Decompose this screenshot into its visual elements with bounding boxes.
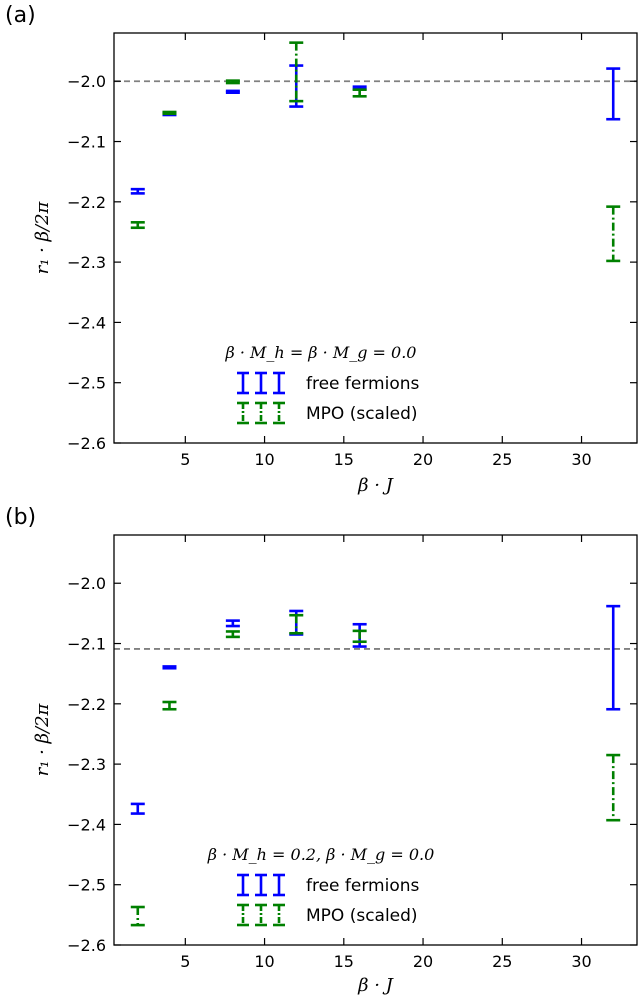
errorbar-mpo-scaled: [289, 613, 304, 635]
x-axis-label: β · J: [357, 475, 395, 496]
x-axis-label: β · J: [357, 975, 395, 995]
legend-marker: [237, 371, 286, 395]
errorbar-mpo-scaled: [352, 88, 367, 98]
legend-marker: [237, 903, 286, 927]
axes-frame: [113, 32, 638, 444]
x-tick-label: 20: [413, 450, 433, 469]
errorbar-mpo-scaled: [352, 629, 367, 644]
x-tick-label: 5: [180, 450, 190, 469]
legend-label: MPO (scaled): [306, 404, 418, 424]
x-tick-label: 30: [571, 952, 591, 971]
errorbar-mpo-scaled: [162, 110, 177, 116]
x-tick-label: 30: [571, 450, 591, 469]
y-axis-label: r₁ · β/2π: [32, 702, 53, 776]
errorbar-mpo-scaled: [606, 753, 621, 822]
errorbar-mpo-scaled: [162, 700, 177, 711]
x-tick-label: 10: [254, 952, 274, 971]
chart-panel-b: (b) 5 10 15 20 25 30 −2.6 −2.5 −2.4 −2.3 −2.2 −2.1 −2…: [5, 505, 638, 995]
panel-label: (a): [5, 3, 36, 28]
errorbar-free-fermions: [606, 604, 621, 711]
errorbar-free-fermions: [130, 802, 145, 815]
errorbar-free-fermions: [130, 187, 145, 195]
legend: β · M_h = 0.2, β · M_g = 0.0 free fermion…: [207, 845, 435, 927]
y-axis-label: r₁ · β/2π: [32, 200, 53, 274]
errorbar-mpo-scaled: [130, 221, 145, 230]
y-tick-label: −2.2: [67, 695, 106, 714]
legend-label: MPO (scaled): [306, 906, 418, 926]
x-tick-label: 5: [180, 952, 190, 971]
y-tick-label: −2.0: [67, 574, 106, 593]
legend-marker: [237, 401, 286, 425]
y-tick-label: −2.6: [67, 434, 106, 453]
errorbar-mpo-scaled: [225, 79, 240, 85]
legend-label: free fermions: [306, 374, 420, 394]
x-tick-label: 25: [492, 450, 512, 469]
errorbar-mpo-scaled: [606, 205, 621, 263]
legend: β · M_h = β · M_g = 0.0 free fermions MPO …: [225, 343, 420, 425]
axes-frame: [113, 534, 638, 946]
chart-panel-a: (a) 5 10 15 20 25 30 −2.6 −2.5 −2.4 −2.3 −2.2 −2.1 −2…: [5, 3, 638, 496]
y-tick-label: −2.3: [67, 253, 106, 272]
errorbar-free-fermions: [162, 665, 177, 670]
panel-label: (b): [5, 505, 36, 530]
y-tick-label: −2.2: [67, 193, 106, 212]
legend-marker: [237, 873, 286, 897]
x-tick-label: 25: [492, 952, 512, 971]
x-tick-label: 15: [334, 450, 354, 469]
x-tick-label: 10: [254, 450, 274, 469]
y-tick-label: −2.1: [67, 133, 106, 152]
y-tick-label: −2.3: [67, 755, 106, 774]
errorbar-mpo-scaled: [130, 905, 145, 927]
errorbar-free-fermions: [225, 89, 240, 94]
y-tick-label: −2.6: [67, 936, 106, 955]
y-tick-label: −2.4: [67, 313, 106, 332]
errorbar-mpo-scaled: [289, 41, 304, 103]
errorbar-mpo-scaled: [225, 630, 240, 639]
y-tick-label: −2.1: [67, 635, 106, 654]
x-tick-label: 20: [413, 952, 433, 971]
x-tick-label: 15: [334, 952, 354, 971]
y-tick-label: −2.5: [67, 876, 106, 895]
errorbar-free-fermions: [225, 619, 240, 628]
errorbar-free-fermions: [606, 67, 621, 121]
legend-label: free fermions: [306, 876, 420, 896]
legend-title: β · M_h = 0.2, β · M_g = 0.0: [207, 845, 435, 864]
y-tick-label: −2.0: [67, 72, 106, 91]
y-tick-label: −2.5: [67, 374, 106, 393]
legend-title: β · M_h = β · M_g = 0.0: [225, 343, 417, 362]
y-tick-label: −2.4: [67, 815, 106, 834]
